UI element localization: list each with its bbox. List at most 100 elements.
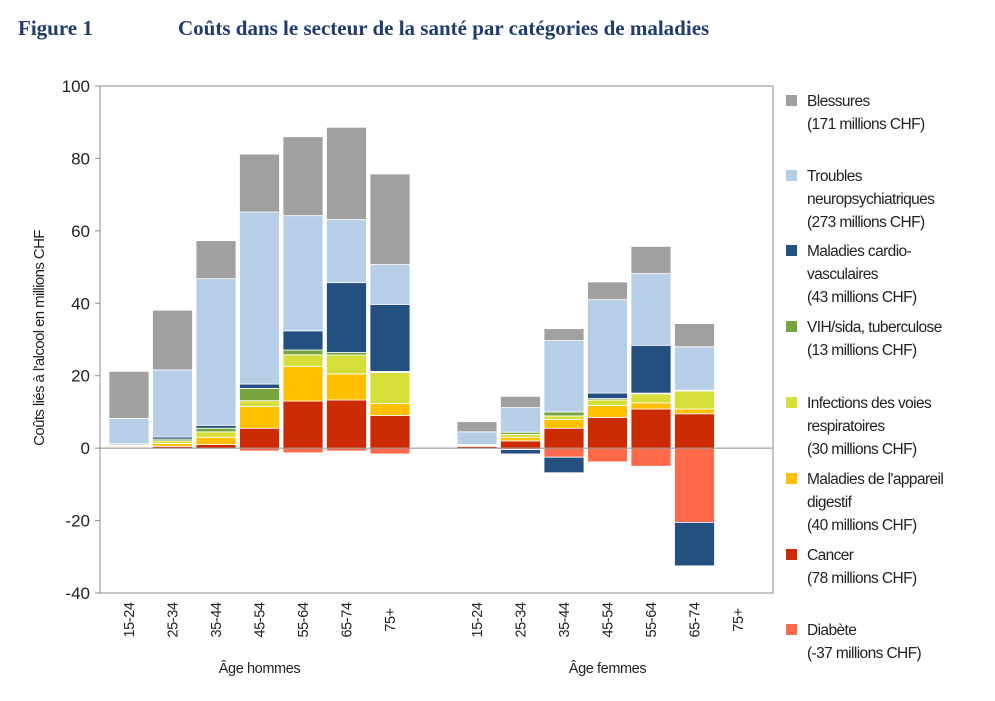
bar-segment-femmes-25-34-s7 [500, 395, 541, 408]
bar-segment-femmes-45-54-s0 [587, 447, 628, 463]
bar-segment-femmes-55-64-s1 [630, 408, 672, 449]
legend-line: Blessures [807, 93, 870, 110]
bar-segment-hommes-45-54-s6 [239, 211, 280, 385]
bar-segment-hommes-55-64-s0 [282, 447, 324, 454]
bar-segment-hommes-55-64-s5 [282, 330, 324, 351]
bar-segment-femmes-25-34-s3 [500, 433, 541, 438]
bar-segment-hommes-75+-s7 [369, 173, 411, 265]
legend-line: (40 millions CHF) [807, 517, 917, 534]
bar-segment-hommes-35-44-s2 [195, 436, 237, 445]
x-tick-label: 25-34 [514, 602, 530, 637]
figure-number: Figure 1 [18, 16, 93, 40]
legend-line: VIH/sida, tuberculose [807, 319, 942, 336]
legend-line: Infections des voies [807, 395, 932, 412]
bar-segment-femmes-35-44-s1 [543, 427, 585, 449]
bar-segment-hommes-25-34-s2 [152, 443, 193, 447]
bar-segment-hommes-35-44-s7 [195, 240, 237, 280]
bar-segment-hommes-55-64-s2 [282, 365, 324, 402]
bar-segment-hommes-15-24-s6 [108, 418, 150, 445]
x-tick-label: 25-34 [166, 602, 182, 637]
legend-line: (78 millions CHF) [807, 570, 917, 587]
legend-swatch [786, 321, 797, 332]
y-tick-label: 0 [81, 439, 90, 458]
bar-segment-femmes-45-54-s3 [587, 399, 628, 406]
legend-line: Maladies cardio- [807, 243, 912, 260]
legend-label: Maladies cardio-vasculaires (43 millions … [807, 240, 917, 309]
y-axis-label: Coûts liés à l'alcool en millions CHF [31, 230, 48, 446]
bar-segment-femmes-65-74-s5 [674, 521, 715, 567]
bar-segment-femmes-25-34-s1 [500, 440, 541, 449]
bar-segment-hommes-35-44-s4 [195, 427, 237, 433]
x-tick-label: 35-44 [557, 602, 573, 637]
bar-segment-femmes-35-44-s2 [543, 419, 585, 429]
bar-segment-hommes-55-64-s1 [282, 400, 324, 449]
legend-line: (171 millions CHF) [807, 116, 925, 133]
legend-line: Troubles [807, 168, 863, 185]
bar-segment-hommes-35-44-s1 [195, 444, 237, 449]
legend-line: Diabète [807, 622, 857, 639]
x-tick-label: 65-74 [688, 602, 704, 637]
legend-line: Maladies de l'appareil [807, 471, 944, 488]
bar-segment-hommes-35-44-s5 [195, 424, 237, 429]
legend-swatch [786, 397, 797, 408]
bar-layer [108, 126, 715, 567]
plot-frame [99, 85, 774, 594]
legend-line: (273 millions CHF) [807, 214, 925, 231]
bar-segment-femmes-55-64-s7 [630, 246, 672, 274]
group-label-hommes: Âge hommes [219, 660, 301, 677]
bar-segment-femmes-65-74-s3 [674, 390, 715, 410]
bar-segment-femmes-35-44-s4 [543, 411, 585, 417]
legend-swatch [786, 95, 797, 106]
legend-label: VIH/sida, tuberculose (13 millions CHF) [807, 316, 942, 362]
bar-segment-hommes-55-64-s6 [282, 215, 324, 332]
y-tick-label: -20 [65, 512, 90, 531]
bar-segment-hommes-65-74-s5 [326, 282, 367, 353]
legend-label: Cancer (78 millions CHF) [807, 544, 917, 590]
bar-segment-femmes-35-44-s6 [543, 340, 585, 413]
legend-line: (43 millions CHF) [807, 289, 917, 306]
bar-segment-femmes-25-34-s5 [500, 449, 541, 455]
legend-swatch [786, 245, 797, 256]
x-tick-label: 35-44 [209, 602, 225, 637]
legend-label: Infections des voies respiratoires (30 mil… [807, 392, 932, 461]
bar-segment-femmes-35-44-s7 [543, 328, 585, 341]
y-tick-label: 60 [71, 222, 90, 241]
bar-segment-hommes-45-54-s4 [239, 387, 280, 402]
bar-segment-hommes-45-54-s3 [239, 400, 280, 407]
bar-segment-femmes-55-64-s6 [630, 273, 672, 346]
bar-segment-hommes-45-54-s5 [239, 383, 280, 389]
bar-segment-hommes-45-54-s1 [239, 427, 280, 449]
bar-segment-femmes-65-74-s6 [674, 346, 715, 391]
bar-segment-femmes-45-54-s1 [587, 416, 628, 449]
legend-swatch [786, 549, 797, 560]
y-tick-label: 40 [71, 294, 90, 313]
legend-label: Troubles neuropsychiatriques (273 millions… [807, 165, 935, 234]
bar-segment-hommes-55-64-s4 [282, 349, 324, 356]
bar-segment-hommes-45-54-s2 [239, 406, 280, 429]
bar-segment-femmes-55-64-s2 [630, 402, 672, 410]
legend-line: Cancer [807, 547, 854, 564]
bar-segment-hommes-35-44-s6 [195, 278, 237, 426]
bar-segment-hommes-35-44-s3 [195, 431, 237, 438]
legend-line: (30 millions CHF) [807, 441, 917, 458]
y-tick-label: -40 [65, 584, 90, 603]
x-tick-label: 75+ [731, 608, 747, 631]
legend-swatch [786, 624, 797, 635]
bar-segment-femmes-65-74-s0 [674, 447, 715, 523]
legend-line: (13 millions CHF) [807, 342, 917, 359]
bar-segment-hommes-75+-s0 [369, 447, 411, 455]
legend-label: Blessures (171 millions CHF) [807, 90, 925, 136]
bar-segment-femmes-25-34-s2 [500, 436, 541, 442]
legend-swatch [786, 170, 797, 181]
bar-segment-femmes-35-44-s3 [543, 415, 585, 420]
bar-segment-femmes-65-74-s2 [674, 408, 715, 415]
bar-segment-femmes-65-74-s7 [674, 323, 715, 348]
bar-segment-hommes-65-74-s2 [326, 373, 367, 401]
bar-segment-femmes-55-64-s5 [630, 344, 672, 394]
bar-segment-femmes-25-34-s6 [500, 407, 541, 433]
bar-segment-hommes-15-24-s7 [108, 370, 150, 419]
legend-line: digestif [807, 494, 852, 511]
bar-segment-hommes-55-64-s7 [282, 136, 324, 217]
y-tick-label: 100 [62, 77, 90, 96]
